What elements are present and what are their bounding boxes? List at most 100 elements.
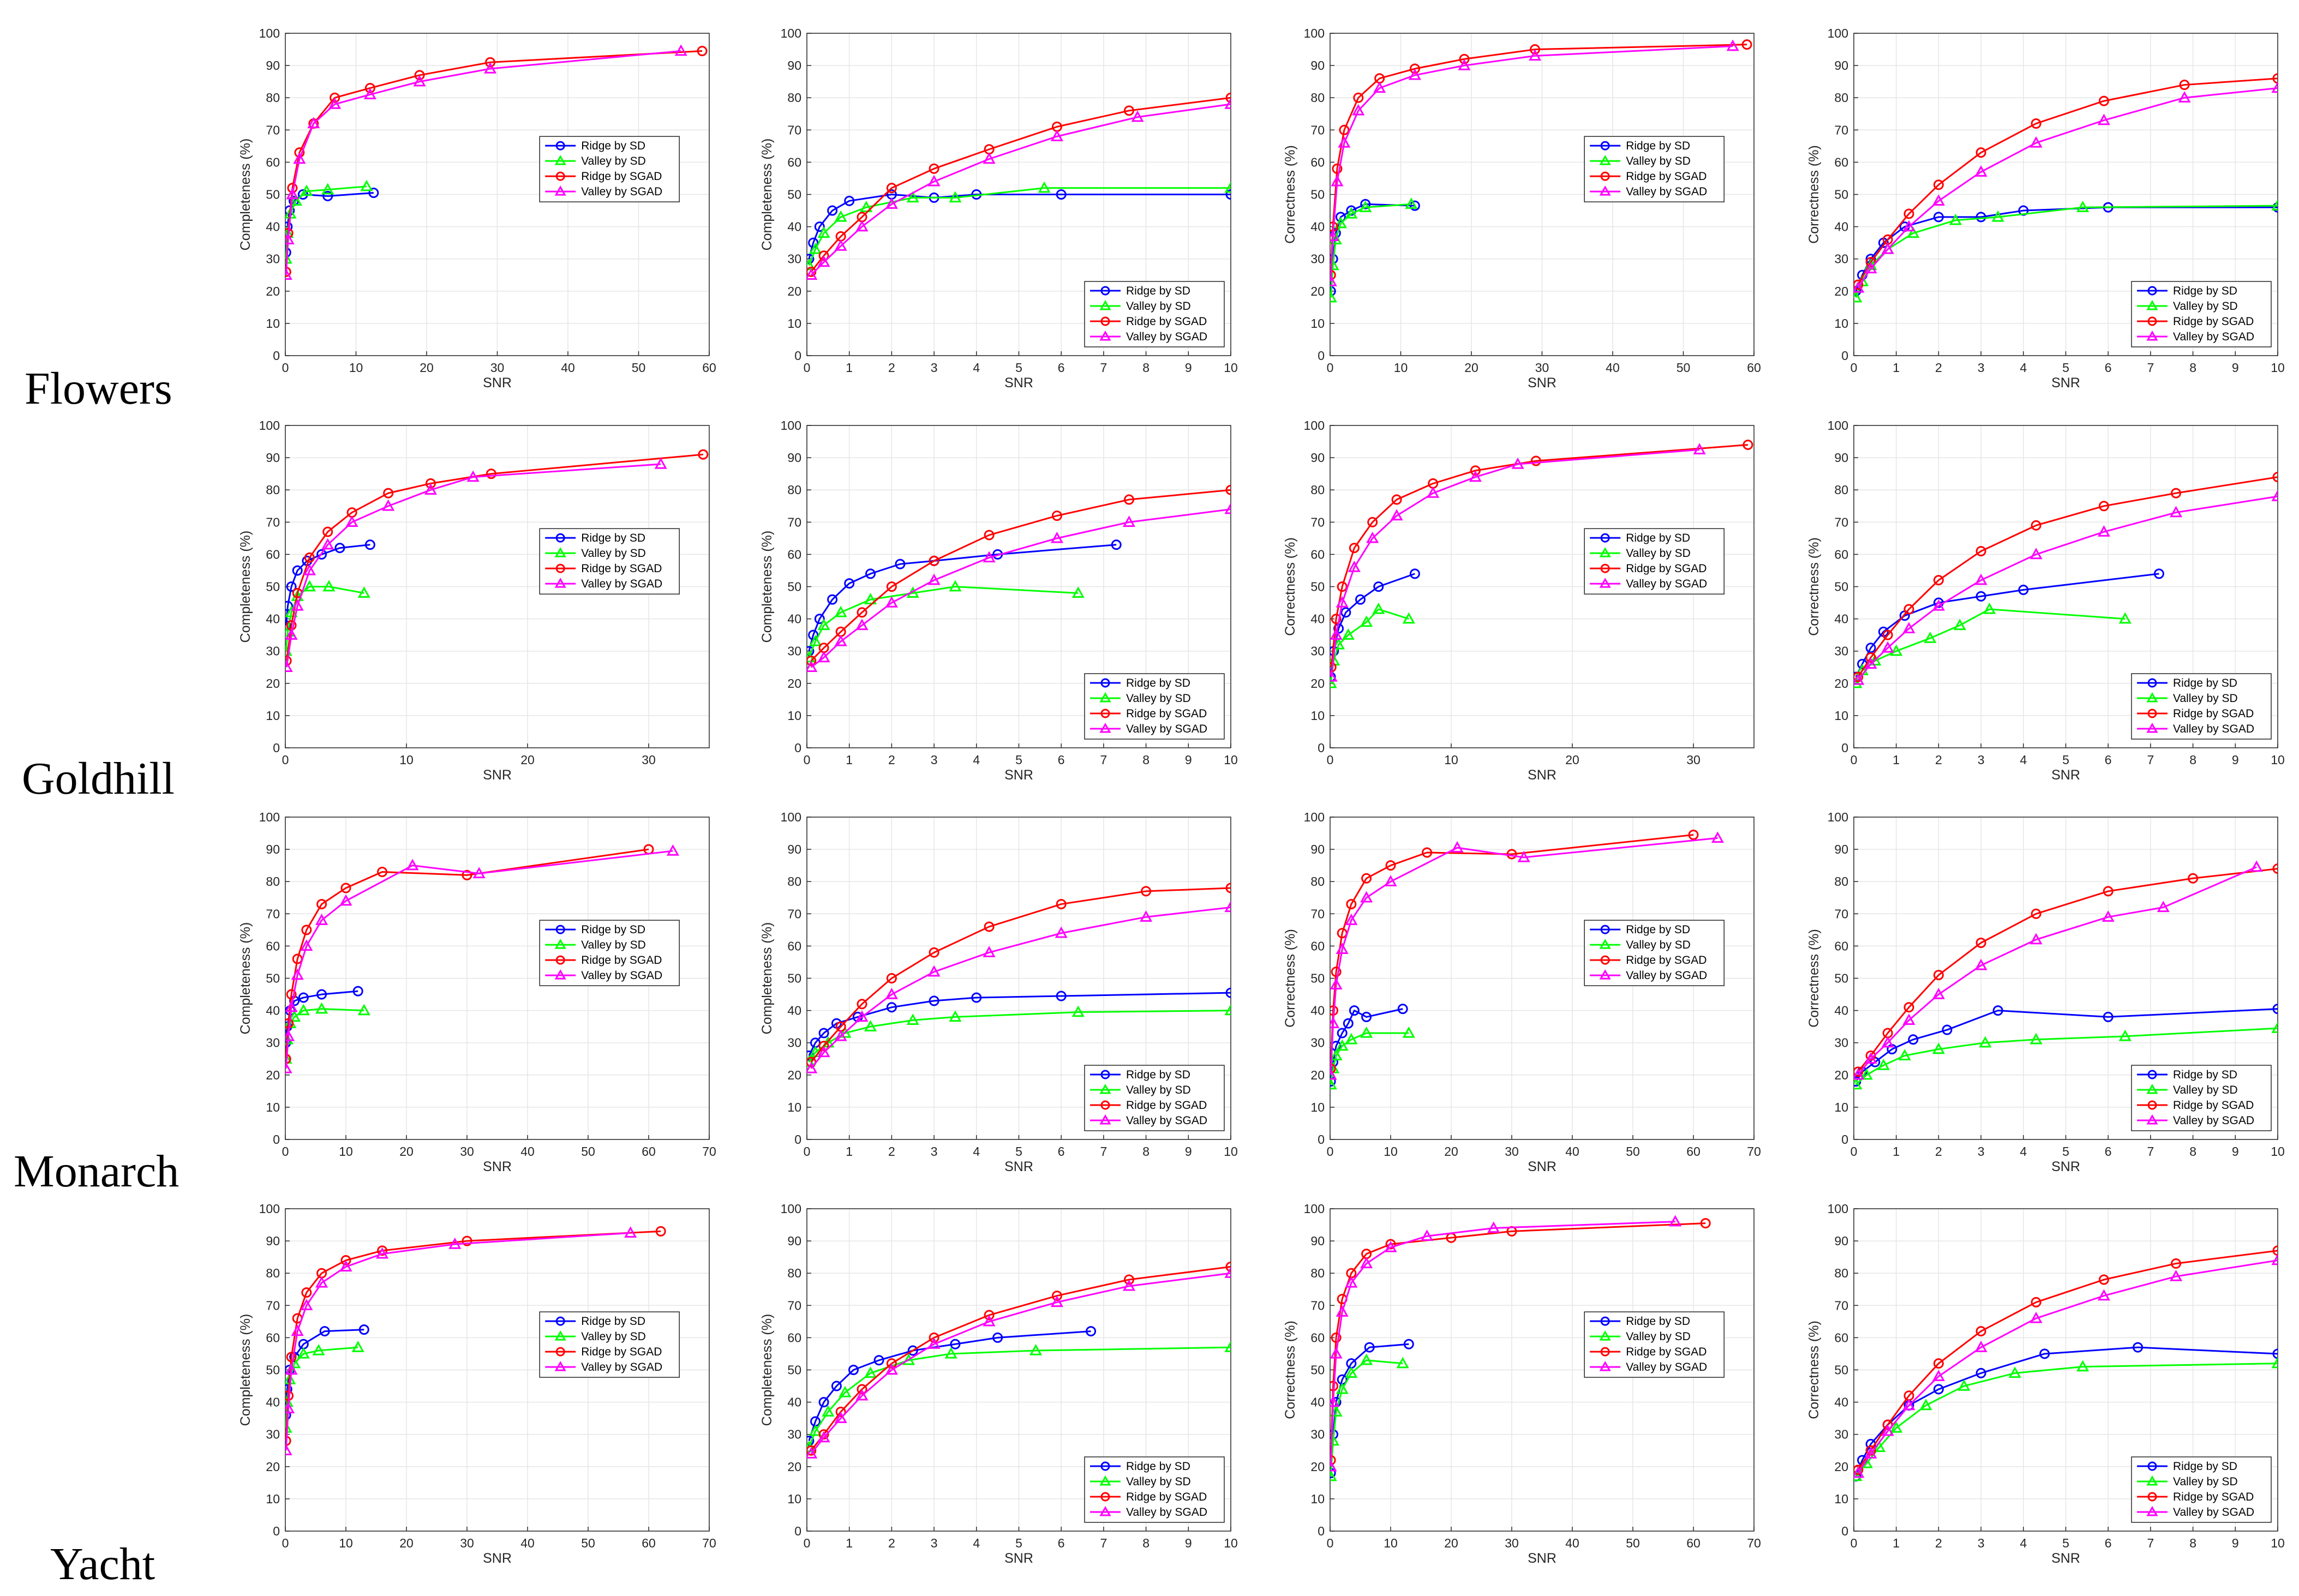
y-tick-label: 80 [266,91,280,105]
data-point-marker [2029,136,2043,148]
data-point-marker [907,1345,918,1356]
y-axis-label: Completeness (%) [759,1314,775,1426]
series-valley-sgad [285,1226,637,1455]
data-point-marker [1331,967,1342,977]
row-label-yacht: Yacht [50,1539,155,1589]
data-point-marker [834,634,847,646]
data-point-marker [831,1381,842,1391]
data-point-marker [984,1310,995,1321]
y-tick-label: 80 [1310,91,1325,105]
data-point-marker [1470,465,1481,476]
data-point-marker [929,947,939,958]
data-point-marker [300,939,313,951]
data-point-marker [2039,1348,2050,1359]
x-tick-label: 9 [2232,753,2239,767]
y-tick-label: 90 [266,842,280,856]
y-tick-label: 100 [259,810,280,824]
data-point-marker [1330,1405,1343,1417]
y-tick-label: 50 [1834,580,1848,594]
y-tick-label: 20 [1310,1460,1325,1474]
data-point-marker [1360,1257,1373,1269]
y-tick-label: 60 [1834,155,1848,169]
x-tick-label: 60 [1686,1536,1701,1550]
data-point-marker [2076,201,2090,212]
y-tick-label: 40 [1834,1004,1848,1018]
y-tick-label: 20 [1834,676,1848,691]
series-line [1855,1027,2278,1085]
data-point-marker [339,1260,352,1272]
legend-marker [2146,299,2158,310]
x-tick-label: 20 [1444,1536,1458,1550]
data-point-marker [2029,1033,2043,1045]
y-tick-label: 100 [1304,418,1325,433]
data-point-marker [462,1235,472,1246]
x-tick-label: 1 [1893,361,1900,375]
y-tick-label: 20 [787,284,801,298]
x-tick-label: 20 [520,753,535,767]
series-line [808,194,1231,260]
data-point-marker [983,1315,996,1327]
data-point-marker [1932,1370,1945,1382]
legend-label: Valley by SD [1626,939,1691,951]
x-tick-label: 3 [931,361,938,375]
x-tick-label: 3 [931,1144,938,1159]
data-point-marker [1050,531,1063,543]
y-tick-label: 90 [1310,842,1325,856]
legend-label: Valley by SD [2173,1084,2238,1096]
legend-label: Ridge by SD [1126,1069,1190,1081]
y-axis-label: Correctness (%) [1806,145,1822,244]
data-point-marker [2169,1270,2183,1281]
data-point-marker [291,968,304,980]
y-tick-label: 40 [1310,220,1325,234]
y-tick-label: 40 [787,220,801,234]
legend-marker [555,925,565,934]
y-tick-label: 90 [1834,842,1848,856]
legend-marker [1599,969,1611,980]
x-tick-label: 4 [2020,1536,2027,1550]
data-point-marker [1458,59,1471,70]
data-point-marker [927,175,941,187]
y-tick-label: 30 [787,1036,801,1050]
y-tick-label: 20 [1834,1068,1848,1082]
y-axis-label: Correctness (%) [1806,929,1822,1028]
legend-label: Ridge by SD [1626,923,1690,936]
data-point-marker [2098,501,2109,512]
y-tick-label: 70 [1834,1298,1848,1312]
y-tick-label: 60 [1310,547,1325,561]
data-point-marker [1345,1366,1358,1378]
data-point-marker [1330,1078,1337,1090]
data-point-marker [1348,560,1361,572]
data-point-marker [286,1352,297,1363]
data-point-marker [1331,1332,1342,1343]
legend-label: Valley by SGAD [1626,969,1707,982]
y-tick-label: 10 [1834,1100,1848,1114]
legend-label: Ridge by SGAD [581,1346,662,1358]
data-point-marker [1056,899,1067,910]
x-tick-label: 50 [1626,1536,1640,1550]
y-tick-label: 80 [1310,483,1325,497]
data-point-marker [1902,1013,1915,1025]
x-axis-label: SNR [1528,1551,1556,1566]
chart-monarch-3: 0 10 20 30 40 50 60 70 0 10 20 30 40 50 60 70 80 90 100 SNR… [1283,810,1761,1174]
data-point-marker [485,57,496,68]
data-point-marker [1345,207,1358,219]
data-point-marker [1330,291,1337,303]
y-tick-label: 10 [787,316,801,331]
data-point-marker [1975,212,1986,223]
data-point-marker [1345,914,1358,925]
legend-label: Valley by SD [1126,1475,1191,1488]
data-point-marker [340,883,351,893]
y-tick-label: 90 [1834,58,1848,73]
data-point-marker [315,1002,328,1014]
series-line [1330,1222,1706,1461]
data-point-marker [364,82,375,93]
chart-flowers-3: 0 10 20 30 40 50 60 0 10 20 30 40 50 60 70 80 90 100 SNR Co… [1283,26,1761,391]
legend-marker [554,185,566,196]
data-point-marker [1700,1218,1711,1229]
legend-marker [1600,925,1610,934]
axes-box [285,425,710,748]
series-line [808,992,1231,1057]
legend-label: Ridge by SGAD [2173,707,2254,720]
legend-marker [1599,547,1611,557]
legend: Ridge by SD Valley by SD Ridge by SGAD Vall… [539,1311,680,1378]
